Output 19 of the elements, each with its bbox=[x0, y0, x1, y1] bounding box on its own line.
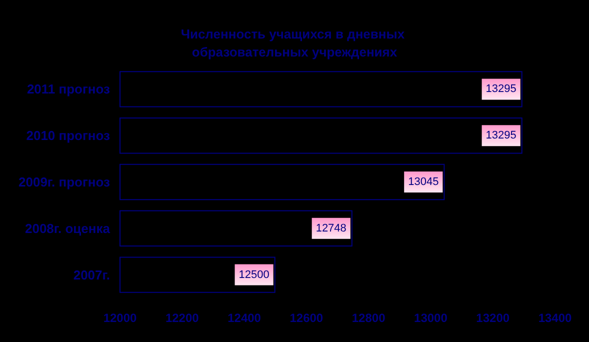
y-tick-label: 2009г. прогноз bbox=[18, 174, 111, 190]
data-label: 13045 bbox=[408, 176, 439, 188]
chart-title: Численность учащихся в дневных образовательных учреждениях bbox=[180, 26, 408, 60]
x-tick-label: 13200 bbox=[476, 311, 510, 325]
x-tick-label: 12800 bbox=[352, 311, 386, 325]
data-label: 12500 bbox=[238, 268, 270, 281]
y-tick-label: 2010 прогноз bbox=[26, 128, 111, 144]
x-tick-label: 13400 bbox=[538, 311, 572, 325]
data-label: 13295 bbox=[486, 83, 516, 96]
data-label: 13295 bbox=[486, 130, 516, 142]
y-tick-label: 2007г. bbox=[73, 267, 110, 282]
y-tick-label: 2011 прогноз bbox=[26, 82, 111, 97]
x-tick-label: 12600 bbox=[290, 311, 324, 325]
x-tick-label: 12000 bbox=[103, 311, 138, 325]
x-tick-label: 13000 bbox=[414, 311, 448, 325]
x-tick-label: 12400 bbox=[228, 311, 262, 325]
x-tick-label: 12200 bbox=[165, 311, 200, 325]
data-label: 12748 bbox=[316, 222, 346, 234]
y-tick-label: 2008г. оценка bbox=[24, 220, 111, 236]
